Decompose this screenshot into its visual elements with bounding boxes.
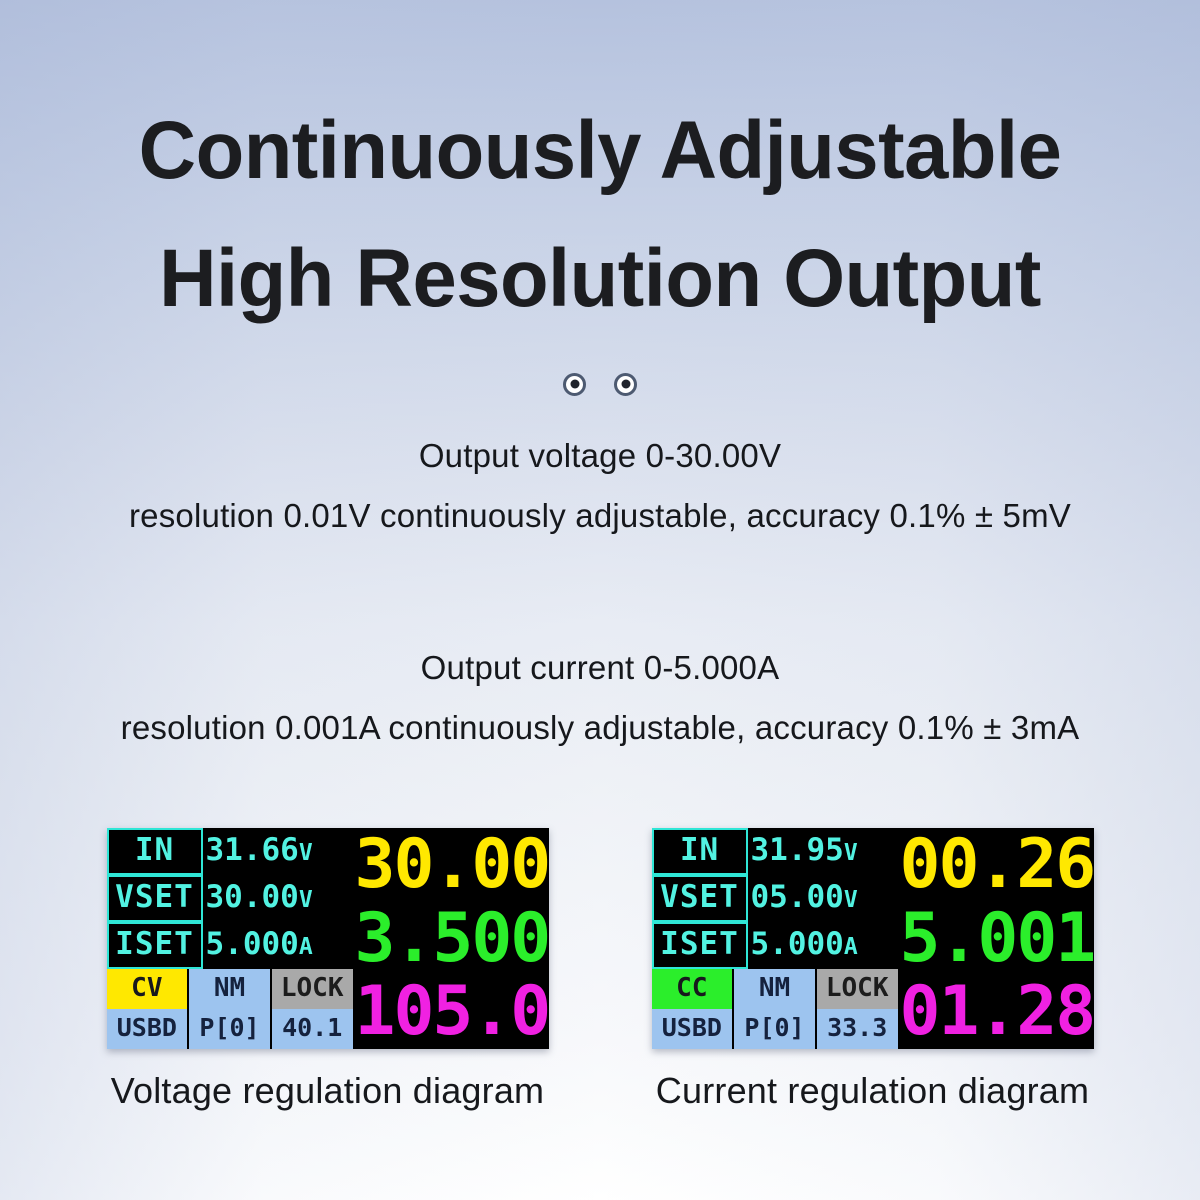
lcd-value-vset: 30.00V (203, 875, 353, 922)
lcd-value-in-number: 31.95 (750, 832, 844, 868)
spec-list: Output voltage 0-30.00V resolution 0.01V… (0, 435, 1200, 749)
readout-power: 01.28 W (900, 975, 1094, 1049)
lcd-label-in: IN (106, 828, 203, 875)
lcd-value-vset: 05.00V (748, 875, 898, 922)
readout-power-value: 01.28 (899, 975, 1094, 1049)
status-badge-usbd: USBD (106, 1009, 188, 1049)
lcd-row-iset: ISET 5.000A (106, 922, 353, 969)
spec-block-voltage: Output voltage 0-30.00V resolution 0.01V… (0, 435, 1200, 537)
page-title-line-1: Continuously Adjustable (138, 105, 1062, 197)
readout-current-value: 3.500 (354, 901, 549, 976)
readout-voltage: 30.00 V (355, 828, 549, 902)
spec-block-current: Output current 0-5.000A resolution 0.001… (0, 647, 1200, 749)
lcd-label-in: IN (651, 828, 748, 875)
lcd-row-in: IN 31.95V (651, 828, 898, 875)
lcd-status-row-bottom: USBD P[0] 40.1 (106, 1009, 353, 1049)
lcd-label-iset: ISET (651, 922, 748, 969)
terminal-dot-icon-1 (563, 372, 586, 396)
status-badge-lock: LOCK (816, 969, 898, 1009)
spec-title: Output voltage 0-30.00V (418, 437, 782, 475)
readout-voltage-value: 30.00 (354, 828, 549, 902)
spec-detail: resolution 0.01V continuously adjustable… (128, 497, 1071, 535)
lcd-value-iset-number: 5.000 (205, 926, 299, 962)
spec-detail: resolution 0.001A continuously adjustabl… (120, 709, 1080, 747)
lcd-value-in-unit: V (298, 840, 313, 866)
lcd-value-in: 31.66V (203, 828, 353, 875)
status-badge-usbd: USBD (651, 1009, 733, 1049)
status-badge-mode: CC (651, 969, 733, 1009)
terminal-dots-decoration (0, 367, 1200, 401)
lcd-label-vset: VSET (106, 875, 203, 922)
lcd-left-column: IN 31.95V VSET 05.00V ISET 5.000A CC NM (651, 828, 898, 1049)
lcd-row-in: IN 31.66V (106, 828, 353, 875)
lcd-screen-voltage: IN 31.66V VSET 30.00V ISET 5.000A CV NM (106, 828, 549, 1049)
lcd-screen-current: IN 31.95V VSET 05.00V ISET 5.000A CC NM (651, 828, 1094, 1049)
panel-caption-current: Current regulation diagram (655, 1070, 1090, 1111)
spec-title: Output current 0-5.000A (420, 649, 780, 687)
status-badge-nm: NM (734, 969, 815, 1009)
lcd-status-row-bottom: USBD P[0] 33.3 (651, 1009, 898, 1049)
lcd-value-iset-number: 5.000 (750, 926, 844, 962)
lcd-value-in-number: 31.66 (205, 832, 299, 868)
lcd-value-iset: 5.000A (203, 922, 353, 969)
lcd-status-row-top: CC NM LOCK (651, 969, 898, 1009)
lcd-value-vset-number: 30.00 (205, 879, 299, 915)
terminal-dot-icon-2 (614, 372, 637, 396)
page-title-line-2: High Resolution Output (159, 233, 1041, 325)
status-badge-preset: P[0] (734, 1009, 815, 1049)
lcd-value-iset-unit: A (298, 934, 313, 960)
page-title: Continuously Adjustable High Resolution … (0, 21, 1200, 343)
lcd-value-iset-unit: A (843, 934, 858, 960)
status-badge-mode: CV (106, 969, 188, 1009)
lcd-value-vset-unit: V (843, 887, 858, 913)
display-panels: IN 31.66V VSET 30.00V ISET 5.000A CV NM (0, 828, 1200, 1113)
lcd-right-column: 00.26 V 5.001 A 01.28 W (897, 828, 1094, 1049)
status-badge-temp: 40.1 (271, 1009, 353, 1049)
lcd-left-column: IN 31.66V VSET 30.00V ISET 5.000A CV NM (106, 828, 353, 1049)
lcd-row-vset: VSET 30.00V (106, 875, 353, 922)
lcd-value-in: 31.95V (748, 828, 898, 875)
status-badge-preset: P[0] (189, 1009, 270, 1049)
lcd-value-in-unit: V (843, 840, 858, 866)
lcd-status-row-top: CV NM LOCK (106, 969, 353, 1009)
lcd-label-iset: ISET (106, 922, 203, 969)
current-regulation-panel: IN 31.95V VSET 05.00V ISET 5.000A CC NM (651, 828, 1094, 1113)
readout-power-value: 105.0 (354, 975, 549, 1049)
panel-caption-voltage: Voltage regulation diagram (110, 1070, 545, 1111)
readout-current: 3.500 A (355, 902, 549, 976)
status-badge-lock: LOCK (271, 969, 353, 1009)
readout-current: 5.001 A (900, 902, 1094, 976)
lcd-value-vset-number: 05.00 (750, 879, 844, 915)
lcd-value-iset: 5.000A (748, 922, 898, 969)
readout-current-value: 5.001 (899, 901, 1094, 976)
voltage-regulation-panel: IN 31.66V VSET 30.00V ISET 5.000A CV NM (106, 828, 549, 1113)
lcd-row-iset: ISET 5.000A (651, 922, 898, 969)
status-badge-nm: NM (189, 969, 270, 1009)
lcd-value-vset-unit: V (298, 887, 313, 913)
lcd-row-vset: VSET 05.00V (651, 875, 898, 922)
lcd-right-column: 30.00 V 3.500 A 105.0 W (352, 828, 549, 1049)
readout-voltage-value: 00.26 (899, 828, 1094, 902)
status-badge-temp: 33.3 (816, 1009, 898, 1049)
lcd-label-vset: VSET (651, 875, 748, 922)
readout-power: 105.0 W (355, 975, 549, 1049)
readout-voltage: 00.26 V (900, 828, 1094, 902)
